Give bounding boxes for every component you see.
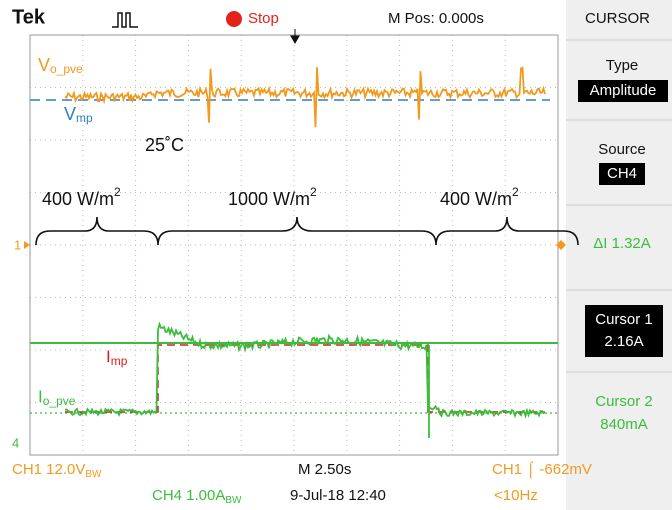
menu-panel — [566, 0, 672, 510]
label-main: 400 W/m — [42, 189, 114, 209]
label-sup: 2 — [114, 185, 121, 199]
label-sub: BW — [85, 469, 102, 480]
run-state: Stop — [248, 10, 279, 27]
i-mp-label: Imp — [106, 347, 128, 368]
source-value: CH4 — [607, 165, 637, 182]
label-main: CH4 1.00A — [152, 487, 225, 504]
current-trace — [64, 321, 546, 419]
traces — [30, 66, 558, 438]
trigger-pos — [290, 29, 300, 45]
freq: <10Hz — [494, 487, 538, 504]
irradiance-1: 400 W/m2 — [42, 185, 121, 209]
braces — [35, 216, 579, 246]
irradiance-2: 1000 W/m2 — [228, 185, 317, 209]
type-value: Amplitude — [590, 82, 657, 99]
ch4-marker: 4 — [12, 435, 19, 450]
v-mp-label: Vmp — [64, 104, 93, 125]
i-pve-label: Io_pve — [38, 387, 76, 408]
menu-title: CURSOR — [585, 10, 650, 27]
trigger: CH1 ⌠ -662mV — [492, 461, 592, 479]
cursor2-value: 840mA — [600, 416, 648, 433]
position: M Pos: 0.000s — [388, 10, 484, 27]
ch1-marker: 1 — [14, 237, 21, 252]
label-main: CH1 12.0V — [12, 461, 85, 478]
type-box — [578, 80, 668, 102]
ch4-scale: CH4 1.00ABW — [152, 487, 242, 506]
label-main: 1000 W/m — [228, 189, 310, 209]
label-sup: 2 — [310, 185, 317, 199]
ch1-arrow — [24, 241, 30, 249]
source-label: Source — [598, 141, 646, 158]
ch1-scale: CH1 12.0VBW — [12, 461, 102, 480]
label-main: I — [106, 347, 111, 366]
timebase: M 2.50s — [298, 461, 351, 478]
irradiance-3: 400 W/m2 — [440, 185, 519, 209]
voltage-trace — [64, 66, 546, 128]
trigger-level — [556, 240, 566, 250]
cursor1-box — [585, 305, 663, 357]
temperature: 25˚C — [145, 135, 184, 155]
label-sub: o_pve — [50, 62, 83, 76]
label-sub: mp — [76, 111, 93, 125]
label-sub: BW — [225, 495, 242, 506]
acq-icon — [112, 12, 138, 28]
type-label: Type — [606, 57, 639, 74]
date: 9-Jul-18 12:40 — [290, 487, 386, 504]
label-main: 400 W/m — [440, 189, 512, 209]
stop-icon — [226, 11, 242, 27]
label-main: V — [64, 104, 76, 124]
cursor1-label: Cursor 1 — [595, 311, 653, 328]
brand: Tek — [12, 6, 46, 28]
cursor2-label: Cursor 2 — [595, 393, 653, 410]
delta: ΔI 1.32A — [593, 235, 651, 252]
label-main: V — [38, 55, 50, 75]
label-main: I — [38, 387, 43, 406]
label-sup: 2 — [512, 185, 519, 199]
cursor1-value: 2.16A — [604, 333, 643, 350]
label-sub: o_pve — [43, 394, 76, 408]
source-box — [599, 163, 645, 185]
label-sub: mp — [111, 354, 128, 368]
v-pve-label: Vo_pve — [38, 55, 83, 76]
